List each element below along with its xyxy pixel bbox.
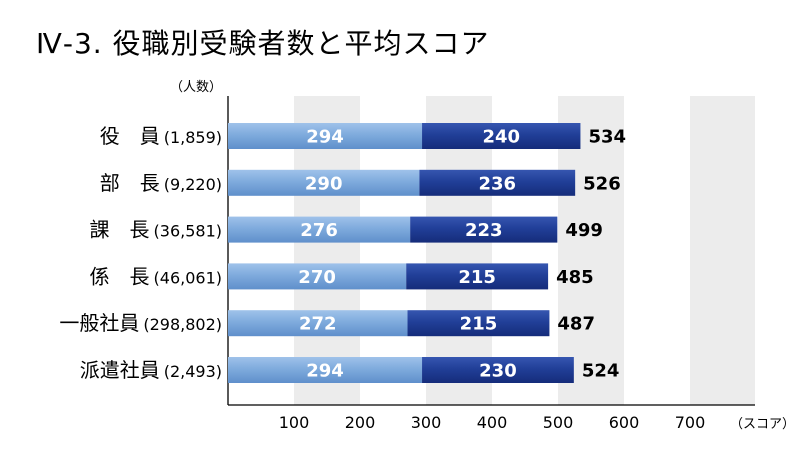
x-tick-label: 700	[675, 413, 706, 432]
category-count: (36,581)	[154, 222, 222, 241]
bar-segment	[228, 263, 407, 290]
bar-segment	[228, 310, 408, 337]
category-name: 課 長	[90, 218, 150, 242]
category-label: 部 長 (9,220)	[100, 171, 222, 195]
bar-value-label: 294	[306, 361, 344, 382]
bar-value-label: 236	[478, 173, 516, 194]
bar-segment	[419, 169, 576, 196]
bar-value-label: 240	[482, 127, 520, 148]
category-count: (9,220)	[164, 175, 222, 194]
category-label: 課 長 (36,581)	[90, 218, 222, 242]
total-value-label: 487	[557, 314, 595, 335]
bar-value-label: 276	[300, 220, 338, 241]
x-tick-label: 600	[609, 413, 640, 432]
category-label: 役 員 (1,859)	[100, 124, 222, 148]
category-name: 役 員	[100, 124, 160, 148]
x-tick-label: 300	[411, 413, 442, 432]
bar-value-label: 290	[305, 173, 343, 194]
bar-segment	[410, 216, 558, 243]
x-tick-label: 400	[477, 413, 508, 432]
bar-segment	[228, 357, 423, 383]
category-name: 部 長	[100, 171, 160, 195]
bar-segment	[228, 123, 423, 149]
category-name: 派遣社員	[80, 358, 160, 382]
x-tick-label: 100	[279, 413, 310, 432]
bar-value-label: 215	[458, 267, 496, 288]
category-count: (2,493)	[164, 362, 222, 381]
category-count: (298,802)	[143, 315, 222, 334]
total-value-label: 524	[582, 361, 620, 382]
bar-value-label: 215	[460, 314, 498, 335]
bar-value-label: 223	[465, 220, 503, 241]
bar-segment	[228, 169, 420, 196]
category-name: 一般社員	[59, 311, 139, 335]
bar-value-label: 230	[479, 361, 517, 382]
category-label: 派遣社員 (2,493)	[80, 358, 222, 382]
x-tick-label: 500	[543, 413, 574, 432]
total-value-label: 526	[583, 173, 621, 194]
category-name: 係 長	[90, 264, 150, 288]
background-band	[690, 96, 755, 405]
total-value-label: 485	[556, 267, 594, 288]
bar-value-label: 272	[299, 314, 337, 335]
bar-marks: 294 240 534 290 236 526 276 223 499 270 215 485 272 2…	[228, 123, 626, 383]
chart-title: Ⅳ-3. 役職別受験者数と平均スコア	[36, 27, 490, 60]
x-tick-label: 200	[345, 413, 376, 432]
bar-segment	[422, 123, 581, 149]
category-count: (1,859)	[164, 128, 222, 147]
bar-segment	[422, 357, 574, 383]
bar-segment	[407, 310, 550, 337]
count-unit-label: （人数）	[170, 80, 222, 95]
category-label: 係 長 (46,061)	[90, 264, 222, 288]
bar-segment	[228, 216, 411, 243]
total-value-label: 499	[565, 220, 603, 241]
bar-segment	[406, 263, 549, 290]
category-label: 一般社員 (298,802)	[59, 311, 222, 335]
bar-value-label: 270	[298, 267, 336, 288]
category-count: (46,061)	[154, 268, 222, 287]
bar-value-label: 294	[306, 127, 344, 148]
total-value-label: 534	[588, 127, 626, 148]
chart-labels: 役 員 (1,859) 部 長 (9,220) 課 長 (36,581) 係 長 (46,06…	[59, 80, 795, 432]
x-unit-label: （スコア）	[730, 417, 795, 432]
